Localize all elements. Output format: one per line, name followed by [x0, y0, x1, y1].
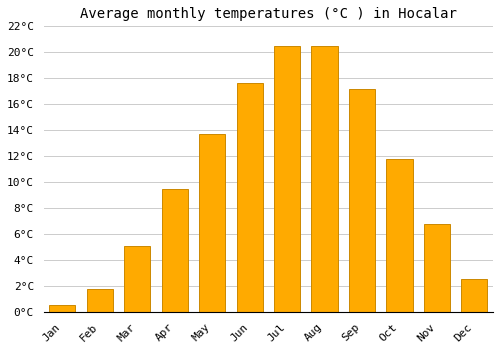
- Bar: [386, 159, 412, 312]
- Bar: [86, 288, 113, 312]
- Bar: [124, 246, 150, 312]
- Bar: [461, 280, 487, 312]
- Bar: [312, 46, 338, 312]
- Bar: [424, 224, 450, 312]
- Title: Average monthly temperatures (°C ) in Hocalar: Average monthly temperatures (°C ) in Ho…: [80, 7, 457, 21]
- Bar: [199, 134, 226, 312]
- Bar: [236, 83, 262, 312]
- Bar: [50, 306, 76, 312]
- Bar: [349, 89, 375, 312]
- Bar: [274, 46, 300, 312]
- Bar: [162, 189, 188, 312]
